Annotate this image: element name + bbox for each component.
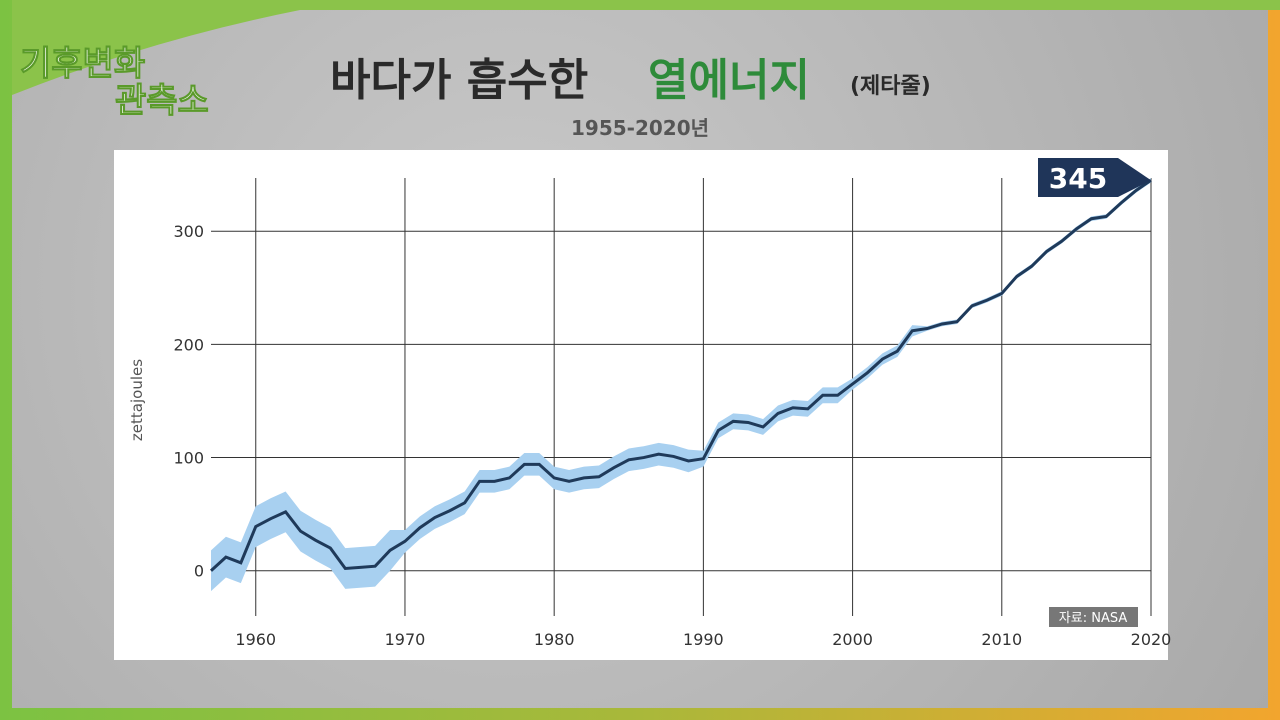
banner — [0, 0, 1280, 95]
value-label: 345 — [1049, 162, 1107, 195]
source: 자료: NASA — [1059, 611, 1128, 626]
uncertainty-band — [211, 178, 1151, 592]
subtitle: 1955-2020년 — [571, 116, 709, 140]
x-tick-label: 2000 — [832, 630, 873, 649]
y-axis-label: zettajoules — [128, 359, 146, 441]
y-tick-label: 0 — [194, 562, 204, 581]
chart-unit: (제타줄) — [850, 74, 931, 99]
x-tick-label: 2010 — [981, 630, 1022, 649]
x-tick-label: 1990 — [683, 630, 724, 649]
source-box — [1049, 607, 1138, 627]
x-tick-label: 1960 — [235, 630, 276, 649]
label-flag — [1038, 158, 1151, 197]
line — [209, 179, 1152, 572]
x-tick-label: 1970 — [385, 630, 426, 649]
x-tick-label: 1980 — [534, 630, 575, 649]
brand: 기후변화 — [20, 44, 145, 84]
chart-card — [114, 150, 1168, 660]
chart-title: 바다가 흡수한 — [330, 55, 588, 106]
brand: 관측소 — [115, 81, 209, 121]
y-tick-label: 200 — [173, 335, 204, 354]
x-tick-label: 2020 — [1131, 630, 1172, 649]
y-tick-label: 100 — [173, 449, 204, 468]
chart-title-highlight: 열에너지 — [648, 55, 810, 106]
y-tick-label: 300 — [173, 222, 204, 241]
